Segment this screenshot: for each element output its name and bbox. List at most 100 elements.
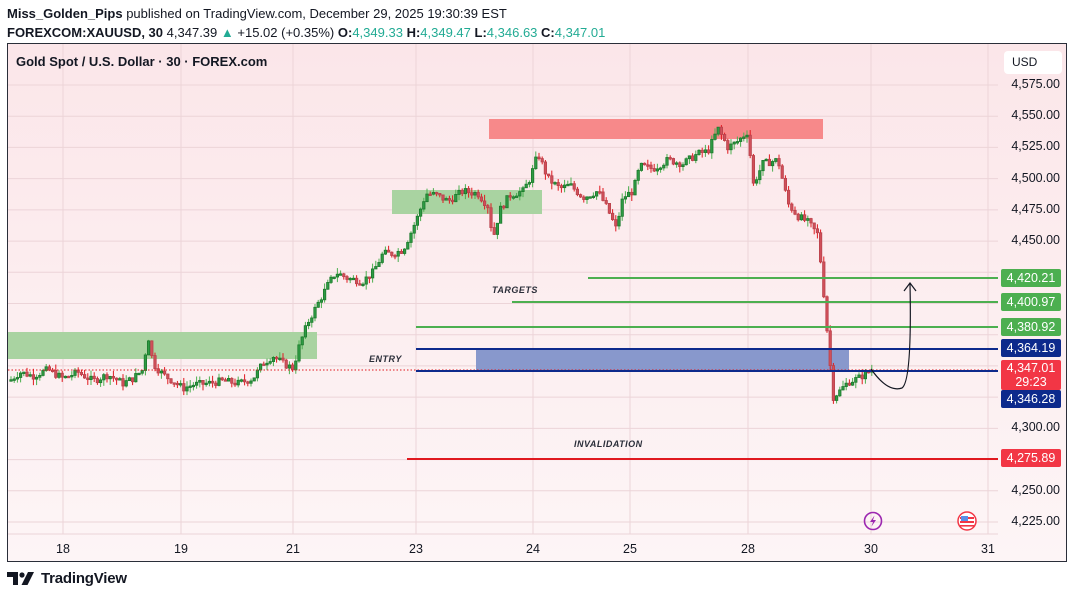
- symbol-label: FOREXCOM:XAUUSD, 30: [7, 25, 164, 40]
- candle-down: [537, 156, 541, 160]
- us-flag-economic-event-icon[interactable]: [957, 511, 977, 531]
- currency-button[interactable]: USD: [1004, 51, 1062, 74]
- candle-up: [44, 366, 48, 371]
- candle-down: [559, 185, 564, 189]
- candle-up: [364, 276, 368, 285]
- candle-up: [838, 389, 842, 397]
- candle-up: [659, 167, 663, 170]
- price-change: +15.02 (+0.35%): [237, 25, 335, 40]
- candle-up: [239, 379, 243, 382]
- candle-down: [822, 261, 826, 298]
- candle-down: [614, 219, 618, 227]
- candle-down: [83, 374, 87, 379]
- chart-pane[interactable]: Gold Spot / U.S. Dollar · 30 · FOREX.com…: [7, 43, 1067, 562]
- candle-up: [265, 362, 269, 366]
- candle-up: [316, 301, 320, 308]
- candle-up: [396, 250, 400, 257]
- candle-up: [636, 170, 640, 181]
- candle-down: [95, 378, 99, 384]
- lightning-events-icon[interactable]: [863, 511, 883, 531]
- candle-up: [591, 195, 596, 198]
- candle-down: [172, 382, 176, 385]
- time-axis-label: 30: [864, 542, 878, 556]
- candle-down: [390, 251, 394, 256]
- candle-up: [255, 369, 259, 379]
- author-name[interactable]: Miss_Golden_Pips: [7, 6, 123, 21]
- candle-up: [739, 137, 743, 142]
- candle-up: [623, 196, 628, 200]
- candle-down: [60, 372, 64, 378]
- candle-up: [495, 222, 500, 235]
- candle-up: [531, 168, 535, 183]
- candle-down: [230, 378, 234, 384]
- candle-up: [534, 156, 538, 169]
- candle-up: [511, 196, 516, 199]
- candle-down: [598, 191, 602, 194]
- candle-down: [476, 192, 480, 198]
- candle-up: [514, 195, 519, 198]
- ohlc-line: FOREXCOM:XAUUSD, 30 4,347.39 ▲ +15.02 (+…: [7, 23, 1067, 42]
- candle-up: [278, 357, 282, 361]
- candle-down: [470, 192, 474, 196]
- candle-up: [713, 133, 717, 140]
- candle-down: [169, 378, 173, 384]
- candle-up: [207, 380, 211, 384]
- candle-up: [351, 277, 356, 281]
- time-axis-label: 21: [286, 542, 300, 556]
- high-label: H:: [406, 25, 421, 40]
- candle-down: [649, 164, 653, 169]
- candle-up: [675, 162, 679, 165]
- candle-up: [595, 191, 599, 197]
- candle-down: [223, 379, 227, 382]
- price-axis-label: 4,250.00: [1011, 482, 1060, 497]
- candle-up: [374, 266, 378, 270]
- candle-down: [668, 157, 672, 160]
- candle-up: [73, 369, 77, 376]
- candle-up: [761, 160, 765, 172]
- time-axis-label: 18: [56, 542, 70, 556]
- candle-up: [22, 371, 26, 374]
- candle-up: [361, 283, 365, 287]
- candle-down: [434, 192, 439, 195]
- candle-up: [457, 189, 461, 195]
- candle-up: [34, 376, 39, 380]
- candle-up: [217, 377, 221, 386]
- candle-down: [579, 194, 583, 198]
- candle-up: [742, 136, 746, 139]
- candle-up: [102, 374, 106, 381]
- candle-up: [252, 377, 256, 382]
- time-axis-label: 23: [409, 542, 423, 556]
- candle-up: [684, 158, 688, 166]
- tradingview-logo[interactable]: TradingView: [7, 570, 127, 587]
- time-axis[interactable]: 18 19 21 23 24 25 28 30 31: [8, 534, 998, 561]
- candle-down: [284, 359, 288, 369]
- candle-down: [726, 140, 730, 151]
- candle-down: [860, 374, 864, 380]
- candle-down: [719, 126, 724, 135]
- candle-down: [111, 375, 115, 379]
- candle-down: [572, 183, 576, 190]
- candle-up: [326, 282, 330, 290]
- candle-down: [441, 194, 445, 201]
- candle-down: [466, 188, 471, 194]
- candle-down: [540, 158, 544, 163]
- candle-up: [854, 377, 858, 383]
- price-axis-label: 4,475.00: [1011, 201, 1060, 216]
- candle-down: [502, 205, 506, 209]
- candle-down: [582, 196, 586, 200]
- candlestick-plot[interactable]: [8, 44, 1067, 562]
- candle-up: [415, 215, 420, 226]
- candle-up: [140, 370, 144, 374]
- candle-up: [418, 208, 423, 217]
- candle-up: [444, 198, 448, 201]
- candle-up: [857, 374, 861, 378]
- demand-zone-left: [8, 332, 317, 359]
- candle-down: [486, 205, 490, 209]
- candle-down: [812, 222, 816, 230]
- candle-down: [354, 277, 359, 285]
- candle-up: [569, 183, 573, 186]
- candle-up: [9, 379, 13, 382]
- candle-down: [671, 158, 676, 165]
- candle-down: [646, 164, 650, 167]
- candle-down: [783, 177, 788, 191]
